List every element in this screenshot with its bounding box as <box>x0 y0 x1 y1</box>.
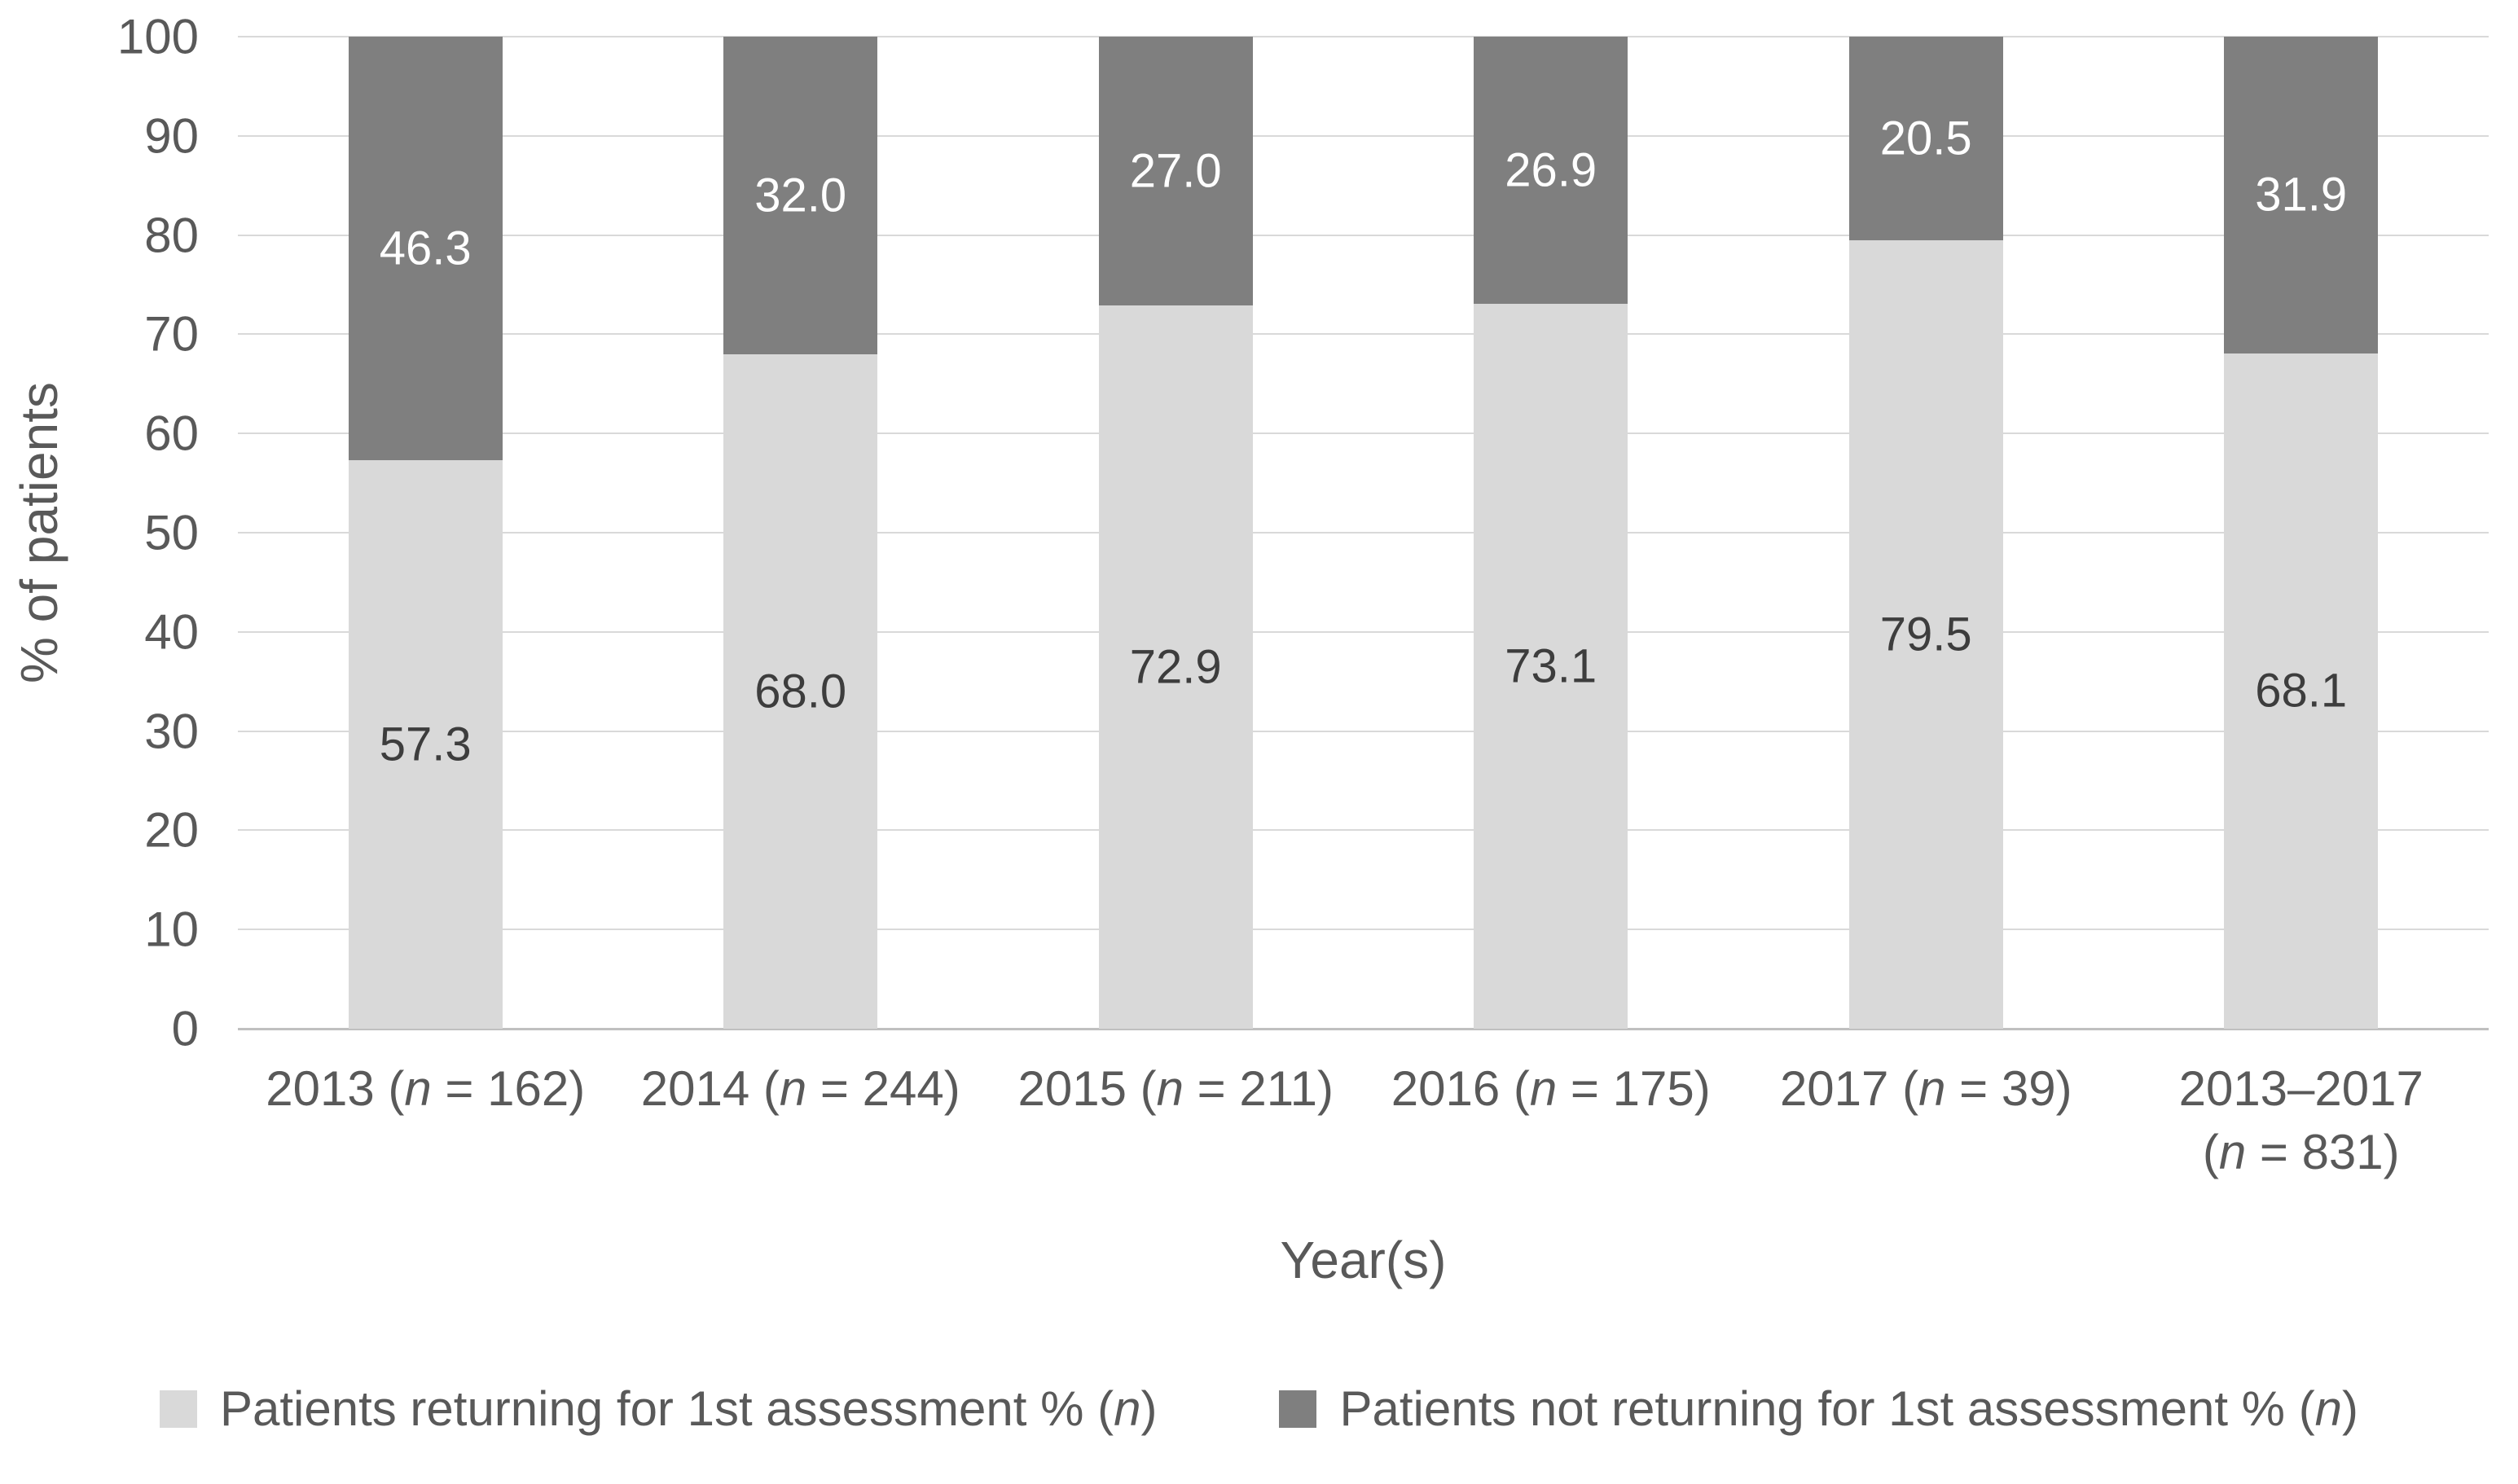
y-tick-label-0: 0 <box>171 1001 199 1056</box>
x-axis-tick-labels: 2013 (n = 162) 2014 (n = 244) 2015 (n = 21… <box>238 1057 2489 1184</box>
data-label-not-returning: 20.5 <box>1879 112 1972 165</box>
data-label-returning: 72.9 <box>1129 640 1222 694</box>
data-label-not-returning: 31.9 <box>2255 168 2348 222</box>
segment-returning: 79.5 <box>1848 239 2003 1029</box>
data-label-not-returning: 27.0 <box>1129 144 1222 198</box>
gridline-50 <box>238 532 2489 533</box>
data-label-not-returning: 32.0 <box>754 169 847 222</box>
data-label-returning: 57.3 <box>379 718 472 771</box>
legend-item-returning: Patients returning for 1st assessment % … <box>159 1381 1158 1437</box>
segment-not-returning: 27.0 <box>1098 37 1253 306</box>
x-axis-title: Year(s) <box>1280 1231 1447 1289</box>
x-tick-label: 2013 (n = 162) <box>266 1061 586 1116</box>
x-tick-label: 2017 (n = 39) <box>1779 1061 2072 1116</box>
legend-item-not-returning: Patients not returning for 1st assessmen… <box>1279 1381 2358 1437</box>
legend: Patients returning for 1st assessment % … <box>0 1381 2518 1437</box>
stacked-bar: 46.3 57.3 <box>348 37 503 1029</box>
y-tick-label-100: 100 <box>116 9 199 64</box>
legend-label: Patients not returning for 1st assessmen… <box>1339 1381 2359 1436</box>
x-tick-label: 2015 (n = 211) <box>1017 1061 1334 1116</box>
segment-returning: 68.0 <box>723 353 878 1029</box>
data-label-not-returning: 26.9 <box>1505 143 1597 197</box>
bar-slot: 32.0 68.0 <box>613 37 989 1029</box>
segment-returning: 68.1 <box>2224 353 2379 1029</box>
x-tick-label: 2014 (n = 244) <box>640 1061 960 1116</box>
gridline-90 <box>238 134 2489 137</box>
stacked-bar: 27.0 72.9 <box>1098 37 1253 1029</box>
legend-swatch <box>1279 1390 1317 1428</box>
data-label-returning: 79.5 <box>1879 608 1972 661</box>
segment-returning: 57.3 <box>348 460 503 1029</box>
segment-returning: 73.1 <box>1474 303 1628 1029</box>
y-tick-label-10: 10 <box>144 902 199 957</box>
segment-not-returning: 26.9 <box>1474 37 1628 304</box>
y-axis-title: % of patients <box>10 382 68 683</box>
stacked-bar: 31.9 68.1 <box>2224 37 2379 1029</box>
y-tick-label-70: 70 <box>144 306 199 362</box>
y-tick-label-20: 20 <box>144 802 199 858</box>
y-tick-label-60: 60 <box>144 406 199 461</box>
bar-slot: 46.3 57.3 <box>238 37 613 1029</box>
y-tick-label-50: 50 <box>144 505 199 560</box>
gridline-70 <box>238 333 2489 336</box>
segment-not-returning: 32.0 <box>723 37 878 354</box>
legend-label: Patients returning for 1st assessment % … <box>219 1381 1158 1436</box>
stacked-bar: 26.9 73.1 <box>1474 37 1628 1029</box>
gridline-100 <box>238 36 2489 37</box>
bar-slot: 26.9 73.1 <box>1364 37 1739 1029</box>
gridline-30 <box>238 730 2489 732</box>
gridline-0 <box>238 1028 2489 1030</box>
y-tick-label-80: 80 <box>144 208 199 263</box>
x-tick-label: 2016 (n = 175) <box>1391 1061 1711 1116</box>
y-tick-label-30: 30 <box>144 704 199 759</box>
segment-not-returning: 46.3 <box>348 37 503 461</box>
stacked-bar: 32.0 68.0 <box>723 37 878 1029</box>
data-label-returning: 73.1 <box>1505 639 1597 693</box>
gridline-20 <box>238 829 2489 832</box>
data-label-returning: 68.1 <box>2255 664 2348 718</box>
bar-slot: 20.5 79.5 <box>1738 37 2114 1029</box>
data-label-not-returning: 46.3 <box>379 222 472 275</box>
segment-not-returning: 20.5 <box>1848 37 2003 240</box>
legend-swatch <box>159 1390 197 1428</box>
bar-slot: 27.0 72.9 <box>988 37 1364 1029</box>
gridline-60 <box>238 432 2489 435</box>
data-label-returning: 68.0 <box>754 665 847 718</box>
bar-series: 46.3 57.3 32.0 68.0 27.0 72.9 26.9 73.1 20.5 79.5… <box>238 37 2489 1029</box>
segment-returning: 72.9 <box>1098 305 1253 1029</box>
x-tick-label: 2013–2017 (n = 831) <box>2178 1061 2424 1179</box>
segment-not-returning: 31.9 <box>2224 37 2379 353</box>
gridline-40 <box>238 630 2489 633</box>
y-tick-label-40: 40 <box>144 604 199 660</box>
gridline-10 <box>238 929 2489 931</box>
gridline-80 <box>238 234 2489 236</box>
plot-area: 0 10 20 30 40 50 60 70 80 90 100 46.3 57.3 32.0 68.0 2… <box>117 10 2489 1056</box>
y-tick-label-90: 90 <box>144 108 199 164</box>
bar-slot: 31.9 68.1 <box>2114 37 2489 1029</box>
stacked-bar: 20.5 79.5 <box>1848 37 2003 1029</box>
